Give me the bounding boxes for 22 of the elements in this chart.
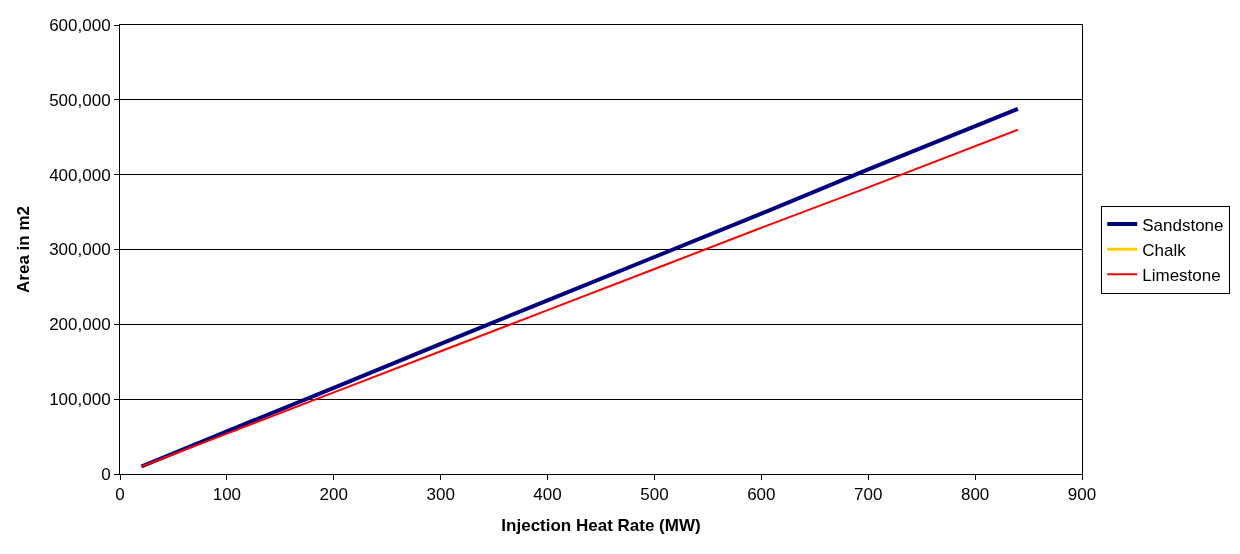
x-tick-label: 500 [640, 485, 669, 505]
x-tick-label: 700 [854, 485, 883, 505]
x-tick-label: 0 [115, 485, 125, 505]
y-tick-label: 600,000 [49, 15, 111, 35]
x-tick-label: 900 [1067, 485, 1097, 505]
y-tick-label: 200,000 [49, 315, 111, 335]
legend-label: Sandstone [1142, 215, 1224, 235]
y-tick-label: 100,000 [49, 390, 111, 410]
legend-label: Limestone [1142, 265, 1221, 285]
x-tick-label: 600 [747, 485, 776, 505]
x-tick-label: 200 [319, 485, 348, 505]
y-tick-label: 500,000 [49, 90, 111, 110]
y-tick-label: 400,000 [49, 165, 111, 185]
y-tick-label: 300,000 [49, 240, 111, 260]
x-tick-label: 800 [960, 485, 990, 505]
legend-label: Chalk [1142, 240, 1187, 260]
x-axis-title: Injection Heat Rate (MW) [501, 515, 701, 535]
x-tick-label: 300 [426, 485, 455, 505]
y-tick-label: 0 [101, 464, 111, 484]
x-tick-label: 400 [533, 485, 562, 505]
y-axis-title: Area in m2 [13, 206, 33, 293]
x-tick-label: 100 [212, 485, 242, 505]
